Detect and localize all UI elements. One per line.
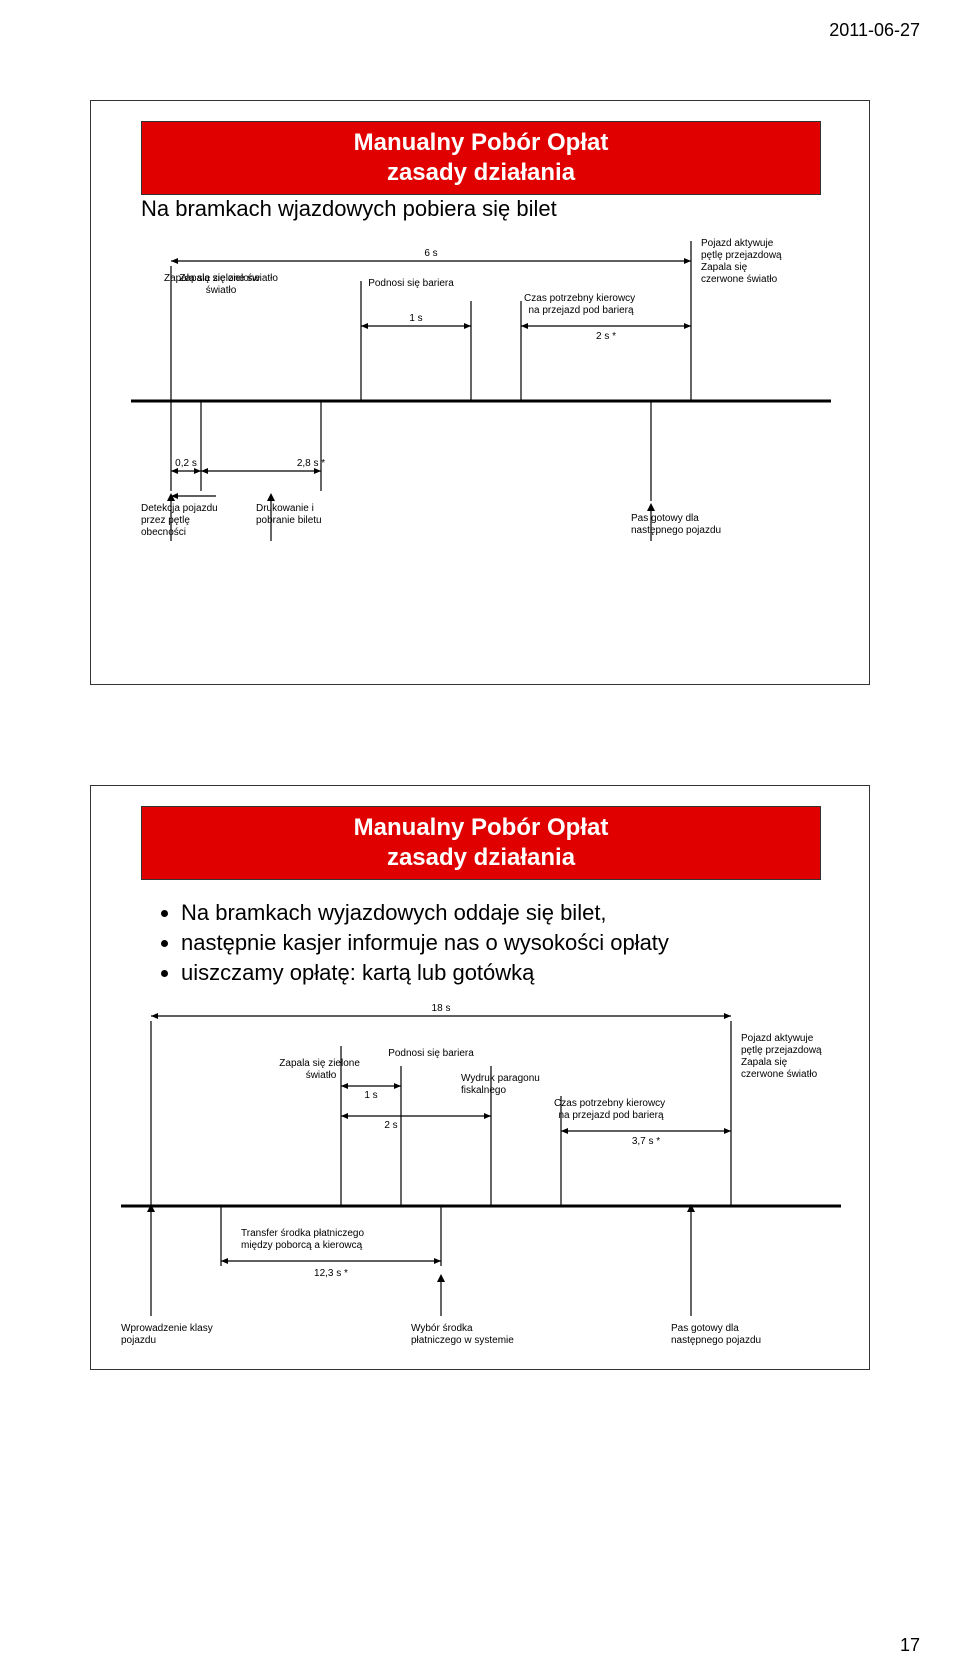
d2-top-seg1: 1 s: [364, 1090, 377, 1101]
d2-top-total: 18 s: [432, 1003, 451, 1014]
d2-top-mid: Podnosi się bariera: [388, 1048, 474, 1059]
d2-top-seg2: 2 s: [384, 1120, 397, 1131]
svg-text:Pojazd aktywuje pętlę pr: Pojazd aktywuje pętlę przejazdową Zapala…: [701, 238, 784, 285]
svg-text:Czas potrzebny kierowcy: Czas potrzebny kierowcy na przejazd pod …: [554, 1098, 668, 1121]
svg-text:Wydruk paragonu fiskalne: Wydruk paragonu fiskalnego: [461, 1073, 543, 1096]
svg-text:Drukowanie i pobranie bi: Drukowanie i pobranie biletu: [256, 503, 322, 526]
svg-text:Transfer środka płatniczego: Transfer środka płatniczego między pobor…: [241, 1228, 367, 1251]
slide2-diagram: 18 s Zapala się zielone światło Podnosi …: [91, 786, 871, 1371]
d1-b-seg1: 0,2 s: [175, 458, 197, 469]
svg-text:Zapala się zielone świat: Zapala się zielone światło: [179, 273, 262, 296]
svg-text:Pojazd aktywuje pętlę pr: Pojazd aktywuje pętlę przejazdową Zapala…: [741, 1033, 824, 1080]
d1-top-right-val: 2 s *: [596, 331, 616, 342]
slide1-diagram: 6 s Zapala się zielone światło Zapala si…: [91, 101, 871, 686]
slide-2: Manualny Pobór Opłat zasady działania Na…: [90, 785, 870, 1370]
d2-top-right-val: 3,7 s *: [632, 1136, 660, 1147]
slide-1: Manualny Pobór Opłat zasady działania Na…: [90, 100, 870, 685]
d1-top-total: 6 s: [424, 248, 437, 259]
svg-text:Pas gotowy dla następneg: Pas gotowy dla następnego pojazdu: [671, 1323, 761, 1346]
svg-text:Pas gotowy dla następneg: Pas gotowy dla następnego pojazdu: [631, 513, 721, 536]
d1-top-seg1: 1 s: [409, 313, 422, 324]
svg-text:Wprowadzenie klasy pojaz: Wprowadzenie klasy pojazdu: [121, 1323, 216, 1346]
svg-text:Wybór środka płatniczego: Wybór środka płatniczego w systemie: [411, 1323, 514, 1346]
svg-text:Zapala się zielone świat: Zapala się zielone światło: [279, 1058, 362, 1081]
page-number: 17: [900, 1635, 920, 1656]
svg-text:Detekcja pojazdu przez p: Detekcja pojazdu przez pętlę obecności: [141, 503, 221, 538]
page-date: 2011-06-27: [829, 20, 920, 41]
d1-b-seg2: 2,8 s *: [297, 458, 325, 469]
d2-mid-val: 12,3 s *: [314, 1268, 348, 1279]
svg-text:Czas potrzebny kierowcy: Czas potrzebny kierowcy na przejazd pod …: [524, 293, 638, 316]
d1-top-mid: Podnosi się bariera: [368, 278, 454, 289]
